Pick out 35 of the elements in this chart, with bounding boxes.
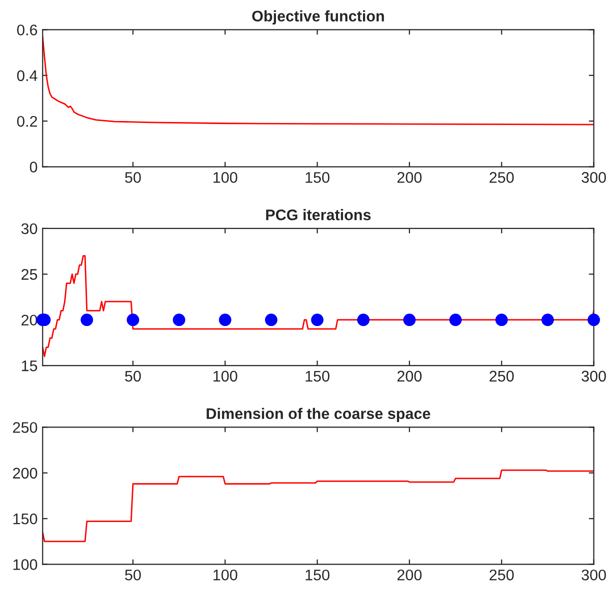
y-tick-label: 150 bbox=[13, 513, 38, 524]
y-tick-label: 0.2 bbox=[17, 116, 38, 127]
chart-title: Objective function bbox=[252, 10, 384, 25]
chart-title: PCG iterations bbox=[266, 209, 371, 220]
x-tick-label: 100 bbox=[214, 570, 238, 580]
y-tick-label: 0 bbox=[30, 162, 38, 172]
x-tick-label: 150 bbox=[306, 570, 330, 580]
line-series bbox=[42, 36, 594, 126]
line-series bbox=[42, 469, 594, 542]
y-tick-label: 0.4 bbox=[17, 70, 38, 82]
x-tick-label: 200 bbox=[397, 570, 422, 580]
y-tick-label: 15 bbox=[22, 360, 38, 372]
x-tick-label: 250 bbox=[490, 172, 514, 183]
chart-title: Dimension of the coarse space bbox=[206, 408, 430, 422]
x-tick-label: 300 bbox=[582, 570, 606, 580]
x-tick-label: 150 bbox=[306, 370, 330, 382]
x-tick-label: 100 bbox=[214, 172, 238, 183]
x-tick-label: 300 bbox=[582, 172, 606, 183]
x-tick-label: 50 bbox=[125, 370, 141, 382]
y-tick-label: 200 bbox=[13, 468, 38, 479]
x-tick-label: 100 bbox=[214, 370, 238, 382]
x-tick-label: 50 bbox=[125, 172, 141, 183]
y-tick-label: 250 bbox=[13, 422, 38, 433]
x-tick-label: 150 bbox=[306, 172, 330, 183]
x-tick-label: 200 bbox=[397, 370, 422, 382]
x-tick-label: 300 bbox=[582, 370, 606, 382]
y-tick-label: 30 bbox=[21, 223, 38, 234]
x-tick-label: 250 bbox=[490, 370, 514, 382]
y-tick-label: 25 bbox=[22, 269, 38, 280]
x-tick-label: 200 bbox=[397, 172, 422, 183]
y-tick-label: 20 bbox=[22, 314, 38, 326]
x-tick-label: 250 bbox=[490, 570, 514, 580]
x-tick-label: 50 bbox=[125, 570, 141, 580]
y-tick-label: 100 bbox=[13, 559, 38, 570]
y-tick-label: 0.6 bbox=[17, 24, 38, 36]
